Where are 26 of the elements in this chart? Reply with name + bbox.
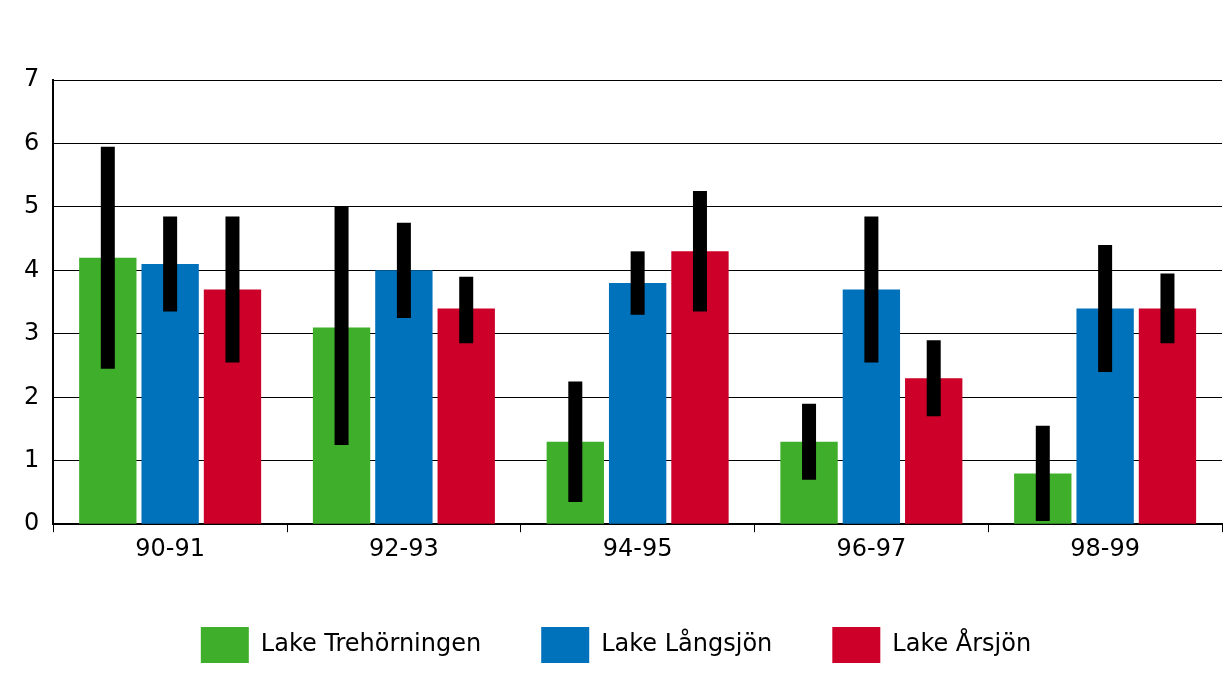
y-tick-label: 0 xyxy=(23,508,40,537)
legend-label: Lake Långsjön xyxy=(601,628,773,658)
bar xyxy=(141,264,199,524)
x-tick-label: 96-97 xyxy=(836,533,907,562)
bar xyxy=(1076,308,1134,524)
bar xyxy=(905,378,963,524)
x-tick-label: 90-91 xyxy=(135,533,206,562)
bar xyxy=(437,308,495,524)
y-tick-label: 4 xyxy=(23,254,40,283)
bar xyxy=(1138,308,1197,524)
x-tick-label: 92-93 xyxy=(369,533,439,562)
y-tick-label: 7 xyxy=(23,64,40,93)
y-tick-label: 5 xyxy=(23,191,40,220)
y-tick-label: 2 xyxy=(23,381,40,410)
y-tick-label: 6 xyxy=(23,127,40,156)
bar xyxy=(608,283,667,524)
legend-label: Lake Årsjön xyxy=(892,628,1032,658)
bar xyxy=(842,289,901,524)
bar xyxy=(671,251,729,524)
y-tick-label: 3 xyxy=(23,318,40,347)
x-tick-label: 98-99 xyxy=(1070,533,1140,562)
y-tick-label: 1 xyxy=(23,444,40,473)
bar xyxy=(375,270,433,524)
legend-label: Lake Trehörningen xyxy=(260,629,482,658)
bar xyxy=(203,289,262,524)
x-tick-label: 94-95 xyxy=(602,533,673,562)
